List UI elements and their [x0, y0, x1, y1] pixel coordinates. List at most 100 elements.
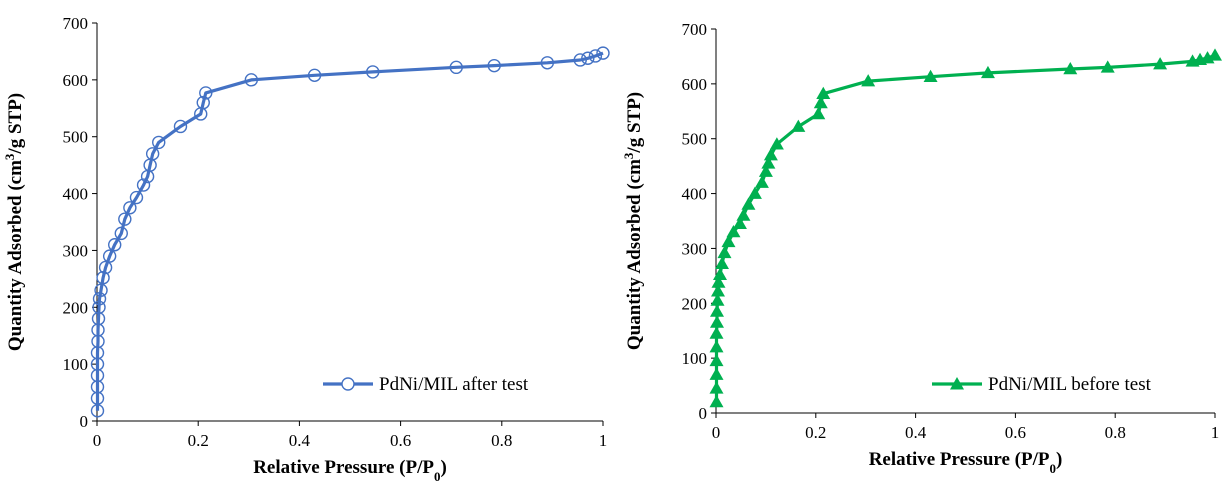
data-point: [726, 224, 741, 238]
legend-label: PdNi/MIL before test: [988, 374, 1152, 395]
data-point: [540, 56, 555, 70]
x-axis-title: Relative Pressure (P/P0): [253, 457, 447, 484]
x-tick-label: 0.2: [805, 423, 826, 442]
data-point: [581, 51, 595, 65]
data-point: [710, 293, 725, 306]
data-point: [709, 395, 724, 408]
data-point: [123, 201, 137, 215]
data-point: [173, 119, 188, 134]
data-point: [152, 135, 166, 150]
data-point: [710, 284, 725, 297]
data-point: [588, 49, 603, 63]
data-point: [732, 216, 747, 229]
data-point: [129, 190, 144, 205]
y-tick-label: 300: [63, 241, 89, 260]
data-point: [114, 226, 128, 241]
data-point: [709, 353, 724, 367]
data-point: [573, 53, 587, 67]
x-tick-label: 0: [712, 423, 721, 442]
data-point: [94, 283, 108, 297]
legend: PdNi/MIL after test: [323, 374, 529, 395]
data-point: [366, 65, 380, 79]
series-line: [95, 51, 604, 411]
data-point: [244, 73, 259, 87]
chart-panel-1: 0 100 200 300 400 500 600 700 0 0.2 0.4 0.6 0.8 1 Rela…: [2, 14, 610, 484]
y-tick-label: 500: [63, 128, 89, 147]
data-point: [96, 271, 110, 285]
y-tick-label: 500: [682, 130, 708, 149]
y-tick-label: 400: [63, 185, 89, 204]
data-point: [813, 96, 828, 109]
data-point: [816, 86, 831, 99]
data-point: [92, 300, 106, 314]
data-point: [741, 197, 756, 210]
data-point: [1208, 48, 1222, 61]
x-tick-label: 0.6: [390, 431, 411, 450]
legend-marker: [950, 377, 964, 390]
x-tick-label: 0.8: [1105, 423, 1126, 442]
data-point: [736, 208, 751, 221]
data-point: [769, 137, 784, 150]
x-tick-label: 0.2: [188, 431, 209, 450]
data-point: [118, 212, 132, 226]
y-tick-label: 0: [80, 412, 89, 431]
y-tick-label: 100: [63, 355, 89, 374]
series-line: [714, 53, 1216, 402]
data-point: [761, 156, 776, 169]
y-tick-label: 200: [682, 294, 708, 313]
data-point: [199, 86, 213, 100]
x-tick-label: 1: [1211, 423, 1220, 442]
data-point: [92, 292, 107, 306]
data-point: [1153, 57, 1168, 70]
y-tick-label: 100: [682, 349, 708, 368]
data-point: [307, 68, 322, 83]
data-point: [487, 58, 501, 73]
x-tick-label: 0.6: [1005, 423, 1026, 442]
data-point: [449, 60, 463, 75]
x-tick-label: 0.4: [289, 431, 311, 450]
data-point: [754, 175, 769, 188]
data-point: [709, 315, 724, 328]
data-point: [196, 95, 210, 110]
chart-panel-2: 0 100 200 300 400 500 600 700 0 0.2 0.4 0.6 0.8 1 Rela…: [621, 20, 1222, 476]
y-tick-label: 700: [63, 14, 89, 33]
data-point: [709, 367, 724, 380]
data-point: [747, 186, 762, 199]
data-point: [758, 164, 773, 177]
data-point: [108, 238, 122, 252]
x-tick-label: 0.8: [491, 431, 512, 450]
data-point: [709, 381, 724, 394]
data-point: [923, 69, 938, 82]
data-point: [712, 267, 727, 281]
data-point: [721, 234, 736, 248]
data-point: [714, 256, 729, 270]
data-point: [709, 326, 724, 339]
legend-marker: [341, 377, 355, 391]
x-axis-title: Relative Pressure (P/P0): [869, 449, 1063, 476]
data-point: [717, 245, 732, 259]
legend: PdNi/MIL before test: [932, 374, 1152, 395]
data-point: [980, 65, 995, 79]
y-tick-label: 700: [682, 20, 708, 39]
y-tick-label: 200: [63, 298, 89, 317]
data-point: [763, 148, 778, 161]
data-point: [811, 107, 826, 120]
data-point: [98, 260, 113, 275]
data-point: [709, 304, 724, 317]
data-point: [861, 74, 876, 87]
data-point: [102, 249, 117, 263]
y-axis-title: Quantity Adsorbed (cm3/g STP): [621, 92, 646, 350]
data-point: [136, 178, 151, 192]
data-point: [145, 147, 160, 161]
data-point: [1100, 60, 1115, 73]
y-tick-label: 300: [682, 239, 708, 258]
data-point: [1063, 62, 1078, 75]
data-point: [709, 340, 724, 353]
y-tick-label: 0: [699, 404, 708, 423]
x-tick-label: 0: [93, 431, 102, 450]
legend-label: PdNi/MIL after test: [379, 374, 529, 395]
x-tick-label: 1: [599, 431, 608, 450]
y-tick-label: 400: [682, 185, 708, 204]
x-tick-label: 0.4: [905, 423, 927, 442]
